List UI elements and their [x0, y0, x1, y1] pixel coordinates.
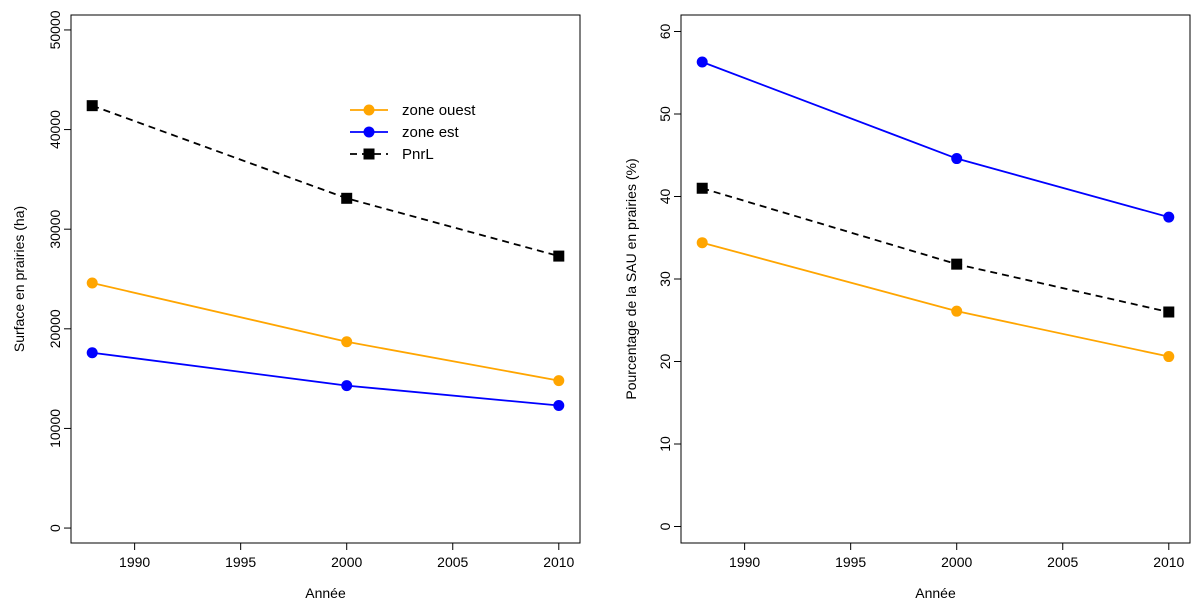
plot-frame: [680, 14, 1191, 544]
y-tick-label: 50: [657, 106, 673, 122]
y-axis-label: Pourcentage de la SAU en prairies (%): [623, 158, 639, 399]
data-point: [341, 192, 353, 204]
series-line: [92, 282, 559, 382]
x-tick-label: 1990: [119, 554, 150, 570]
data-point: [553, 400, 565, 412]
legend-entry-label: zone ouest: [402, 102, 476, 119]
legend-entry-label: PnrL: [402, 146, 434, 163]
data-point: [951, 153, 963, 165]
y-tick-label: 50000: [47, 10, 63, 49]
data-point: [1163, 211, 1175, 223]
x-tick-label: 2010: [543, 554, 574, 570]
y-tick-label: 60: [657, 24, 673, 40]
data-point: [1163, 351, 1175, 363]
x-tick-label: 2000: [941, 554, 972, 570]
x-axis-label: Année: [305, 585, 346, 601]
data-point: [341, 380, 353, 392]
data-point: [86, 100, 98, 112]
legend-marker: [363, 104, 375, 116]
series-line: [701, 187, 1169, 313]
x-tick-label: 1995: [835, 554, 866, 570]
y-tick-label: 10000: [47, 409, 63, 448]
y-axis-label: Surface en prairies (ha): [11, 206, 27, 352]
x-axis-label: Année: [915, 585, 956, 601]
data-point: [341, 336, 353, 348]
x-tick-label: 1995: [225, 554, 256, 570]
legend-marker: [363, 126, 375, 138]
chart-right-percentage: 1990 1995 2000 2005 2010 0 10 20 30 40 50 60 Année Po…: [623, 14, 1191, 601]
data-point: [1163, 306, 1175, 318]
legend-entry-label: zone est: [402, 124, 460, 141]
series-line: [701, 241, 1169, 358]
data-point: [951, 305, 963, 317]
data-point: [696, 237, 708, 249]
y-tick-label: 20000: [47, 309, 63, 348]
legend: zone ouest zone est PnrL: [350, 102, 476, 163]
y-tick-label: 10: [657, 436, 673, 452]
y-tick-label: 40000: [47, 110, 63, 149]
series-line: [91, 104, 560, 257]
chart-left-surface: 1990 1995 2000 2005 2010 0 10000 20000 30000 4000…: [11, 10, 581, 601]
y-tick-label: 0: [657, 522, 673, 530]
y-tick-label: 40: [657, 189, 673, 205]
data-point: [86, 277, 98, 289]
data-point: [951, 258, 963, 270]
data-point: [553, 375, 565, 387]
data-point: [696, 56, 708, 68]
y-tick-label: 0: [47, 524, 63, 532]
y-tick-label: 20: [657, 354, 673, 370]
y-tick-label: 30000: [47, 210, 63, 249]
legend-marker: [363, 148, 375, 160]
series-line: [92, 351, 559, 407]
x-tick-label: 2005: [437, 554, 468, 570]
x-tick-label: 2000: [331, 554, 362, 570]
data-point: [86, 347, 98, 359]
x-tick-label: 2010: [1153, 554, 1184, 570]
series-line: [701, 61, 1170, 218]
data-point: [553, 250, 565, 262]
plot-frame: [70, 14, 581, 544]
y-tick-label: 30: [657, 271, 673, 287]
x-tick-label: 2005: [1047, 554, 1078, 570]
data-point: [696, 182, 708, 194]
x-tick-label: 1990: [729, 554, 760, 570]
